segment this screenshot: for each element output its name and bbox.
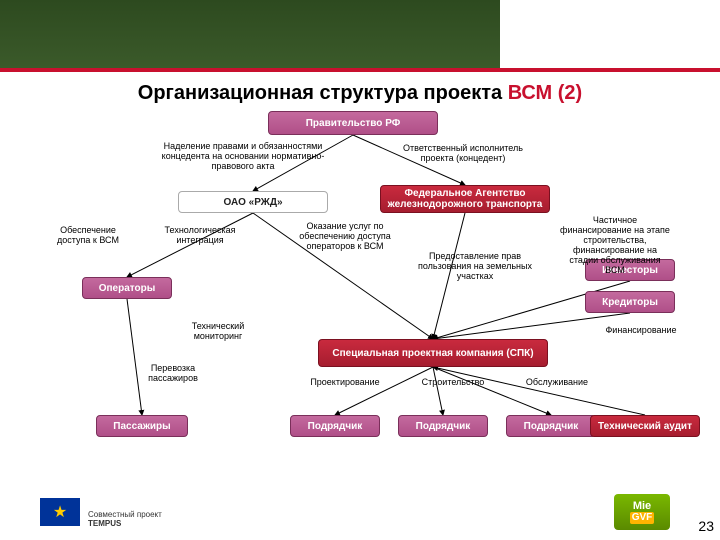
edge-label: Технологическая интеграция [150, 225, 250, 245]
edge-label: Обеспечение доступа к ВСМ [48, 225, 128, 245]
org-chart: Правительство РФ ОАО «РЖД» Федеральное Аге… [0, 111, 720, 511]
edge-label: Технический мониторинг [168, 321, 268, 341]
node-gov: Правительство РФ [268, 111, 438, 135]
edge-label: Финансирование [586, 325, 696, 335]
node-audit: Технический аудит [590, 415, 700, 437]
node-pass: Пассажиры [96, 415, 188, 437]
page-number: 23 [698, 518, 714, 534]
node-c2: Подрядчик [398, 415, 488, 437]
title-black: Организационная структура проекта [138, 82, 508, 104]
eu-flag-icon: ★ [40, 498, 80, 526]
edge-label: Проектирование [300, 377, 390, 387]
edge-label: Обслуживание [512, 377, 602, 387]
red-stripe [0, 68, 720, 72]
node-spk: Специальная проектная компания (СПК) [318, 339, 548, 367]
header-banner: РЖД Российские железные дороги [0, 0, 720, 68]
edge-label: Наделение правами и обязанностями концед… [158, 141, 328, 171]
edge-label: Перевозка пассажиров [128, 363, 218, 383]
node-oper: Операторы [82, 277, 172, 299]
node-c1: Подрядчик [290, 415, 380, 437]
node-rzd: ОАО «РЖД» [178, 191, 328, 213]
tempus-label: Совместный проект TEMPUS [88, 510, 162, 528]
edge-label: Предоставление прав пользования на земел… [410, 251, 540, 281]
node-fazht: Федеральное Агентство железнодорожного т… [380, 185, 550, 213]
mie-gvf-logo: Mie GVF [614, 494, 670, 530]
title-red: ВСМ (2) [508, 82, 583, 104]
rzd-mark: РЖД [554, 12, 616, 46]
node-cred: Кредиторы [585, 291, 675, 313]
rzd-logo: РЖД Российские железные дороги [554, 12, 712, 46]
edge-label: Оказание услуг по обеспечению доступа оп… [290, 221, 400, 251]
rzd-text: Российские железные дороги [625, 18, 712, 40]
edge-label: Строительство [408, 377, 498, 387]
footer: ★ Совместный проект TEMPUS Mie GVF 23 [0, 490, 720, 538]
edge-label: Частичное финансирование на этапе строит… [560, 215, 670, 275]
node-c3: Подрядчик [506, 415, 596, 437]
page-title: Организационная структура проекта ВСМ (2… [0, 82, 720, 105]
edge-label: Ответственный исполнитель проекта (конце… [388, 143, 538, 163]
